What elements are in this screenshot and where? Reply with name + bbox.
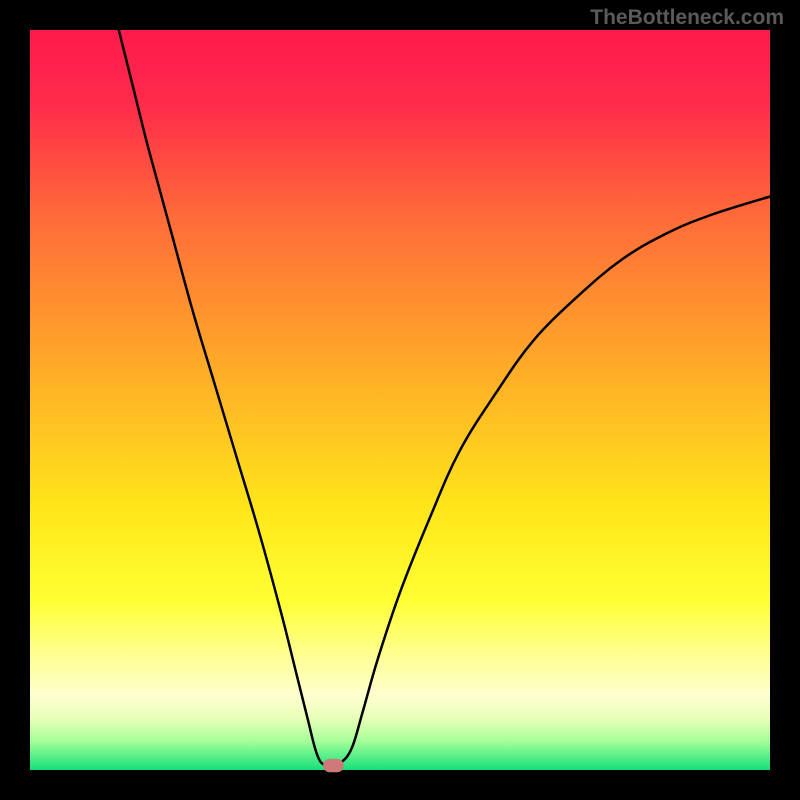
chart-frame: TheBottleneck.com	[0, 0, 800, 800]
optimum-marker	[323, 759, 344, 772]
watermark-text: TheBottleneck.com	[590, 6, 784, 30]
plot-background	[30, 30, 770, 770]
chart-svg	[0, 0, 800, 800]
